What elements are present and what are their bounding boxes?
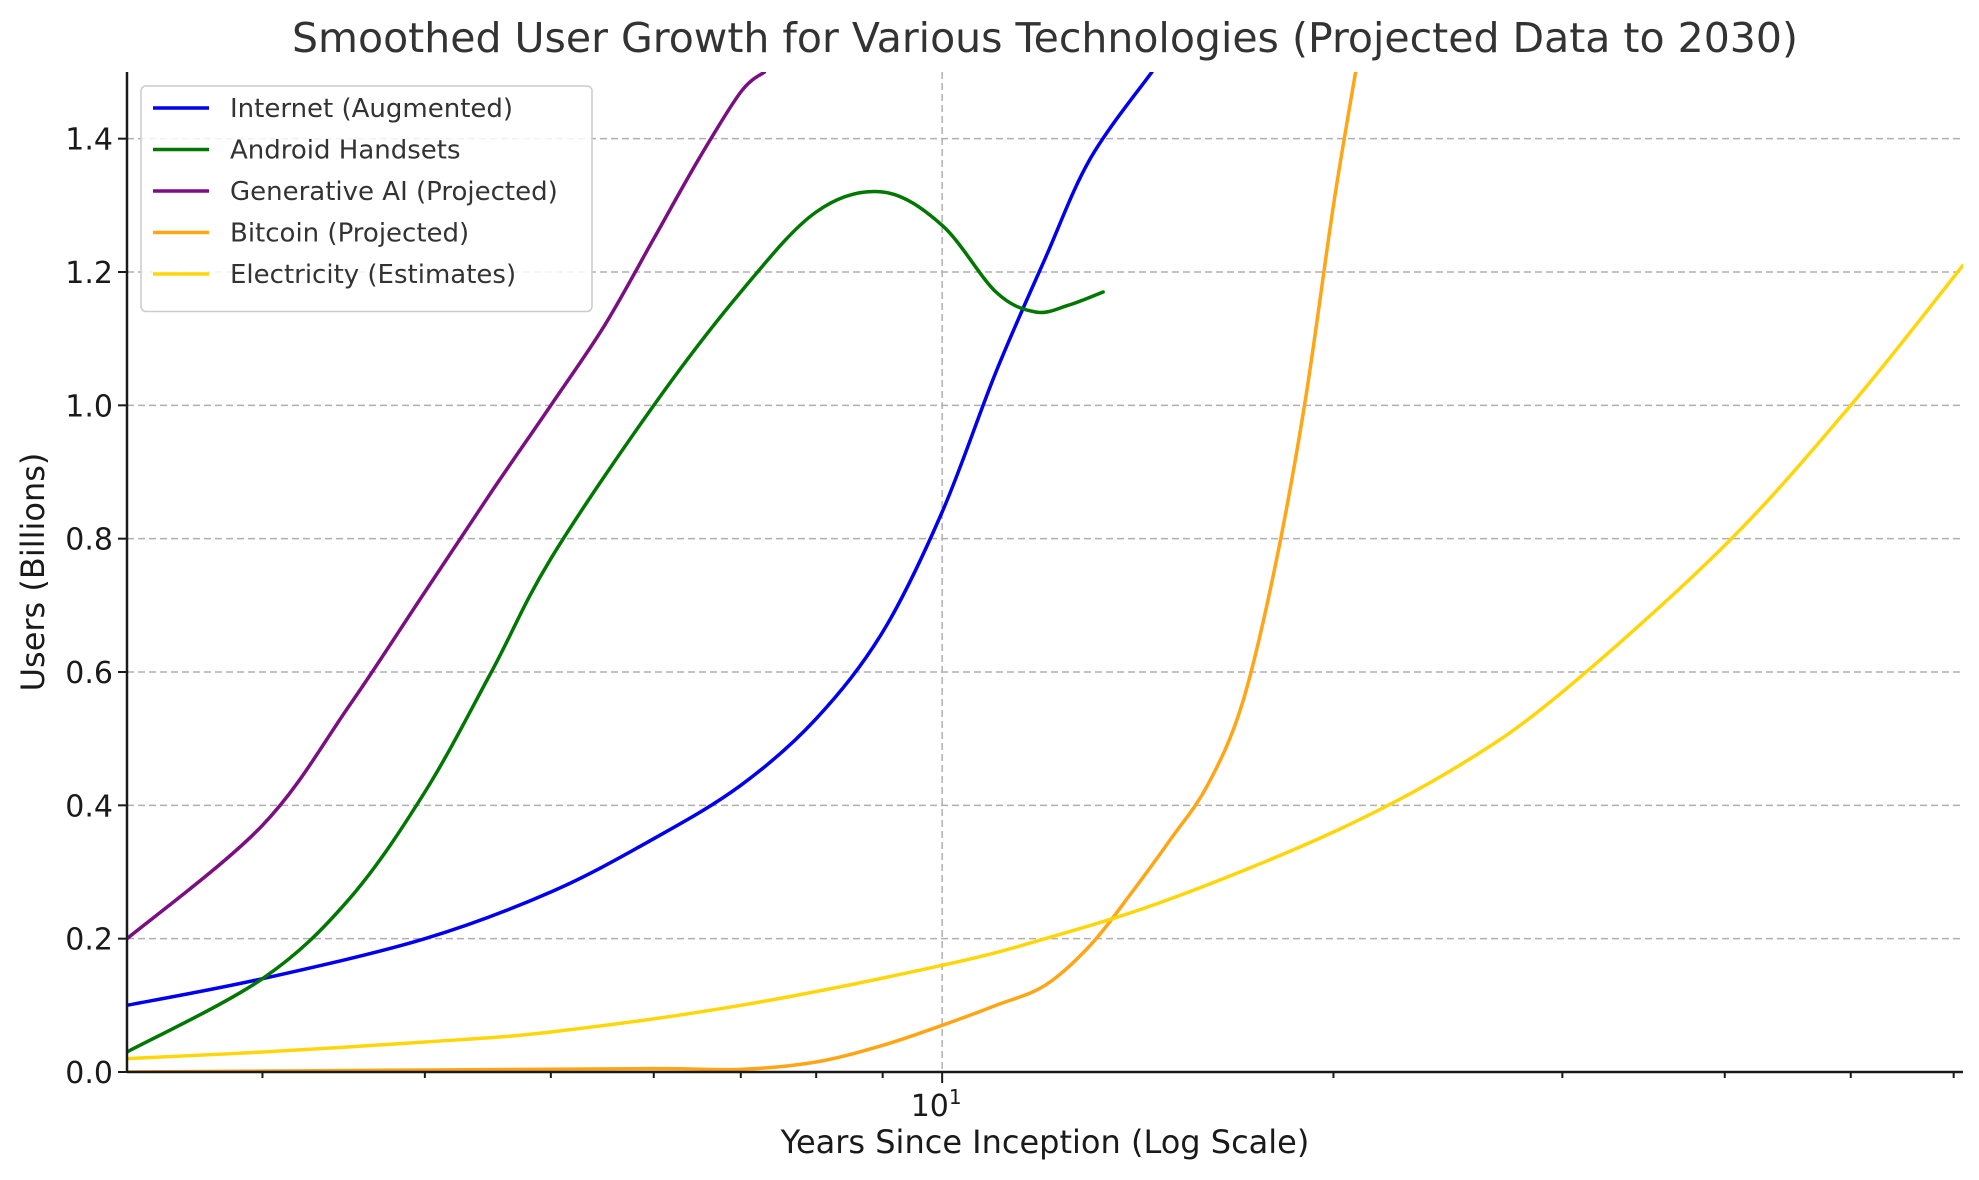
ticks: 0.0 0.2 0.4 0.6 0.8 1.0 1.2 1.4 101 [65,123,1955,1124]
series-line-internet-augmented [127,72,1154,1008]
series-line-electricity-estimates [127,263,1963,1061]
legend-label: Internet (Augmented) [230,94,513,124]
y-tick-label: 0.6 [65,656,113,691]
series-lines [127,72,1963,1072]
y-tick-label: 0.8 [65,523,113,558]
legend-label: Electricity (Estimates) [230,260,516,290]
series-line-bitcoin-projected [127,72,1358,1072]
y-axis-label: Users (Billions) [14,453,52,692]
y-tick-label: 1.4 [65,123,113,158]
legend-box [140,85,593,313]
y-tick-label: 1.0 [65,389,113,424]
legend: Internet (Augmented) Android Handsets Gene… [140,85,593,313]
legend-label: Bitcoin (Projected) [230,219,469,249]
series-line-generative-ai-projected [127,72,767,941]
chart-title: Smoothed User Growth for Various Technol… [292,14,1798,62]
x-axis-label: Years Since Inception (Log Scale) [780,1123,1310,1161]
y-tick-label: 1.2 [65,256,113,291]
legend-label: Generative AI (Projected) [230,177,558,207]
axes [125,72,1963,1074]
y-tick-label: 0.0 [65,1056,113,1091]
y-tick-label: 0.2 [65,923,113,958]
series-line-android-handsets [127,189,1105,1054]
y-tick-label: 0.4 [65,789,113,824]
x-tick-label: 101 [911,1085,962,1124]
legend-label: Android Handsets [230,136,461,166]
